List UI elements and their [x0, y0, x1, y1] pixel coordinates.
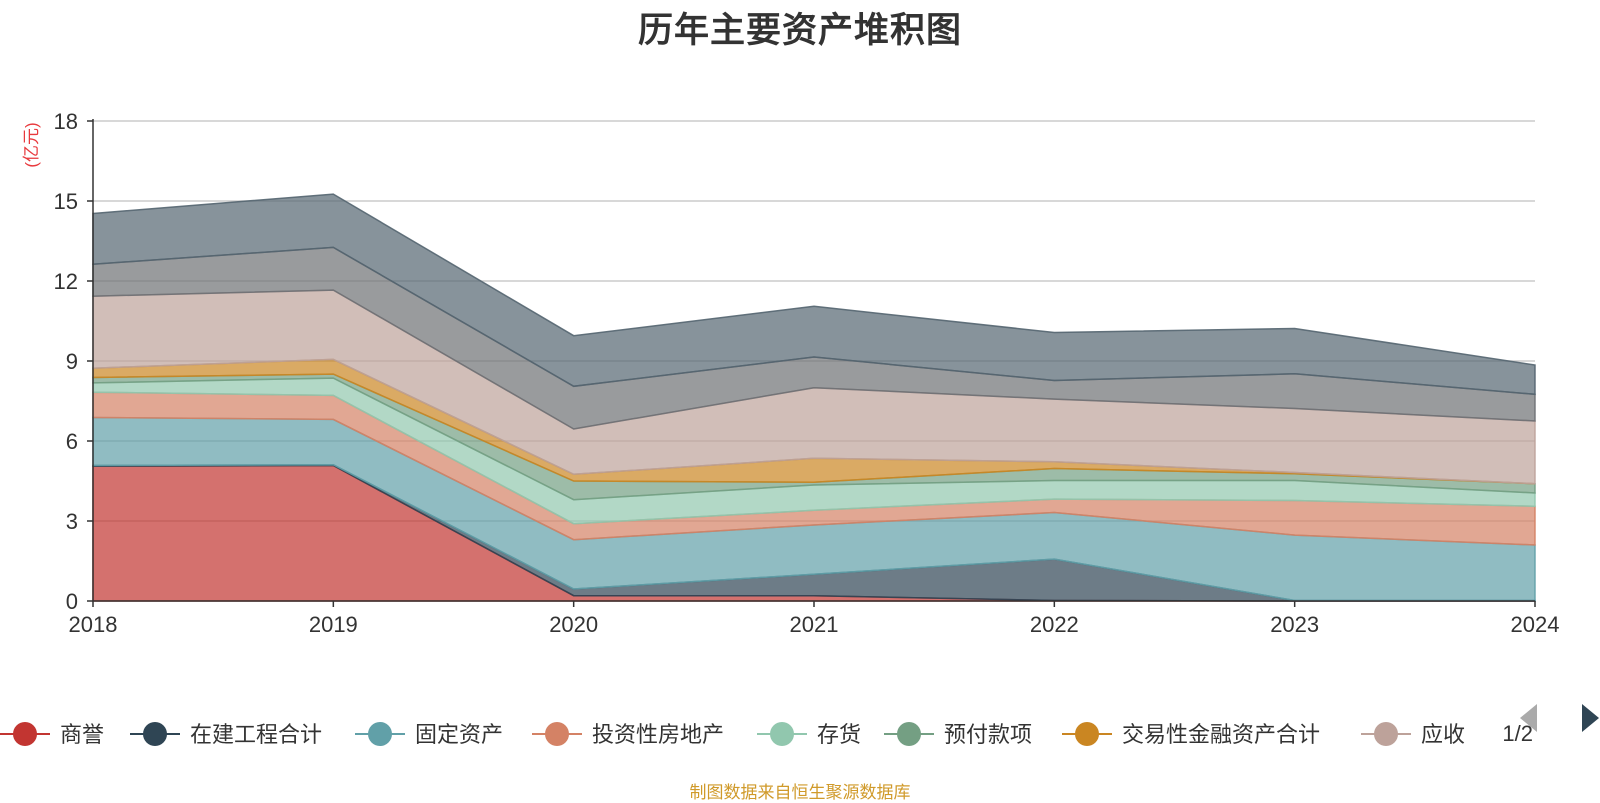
x-tick-label: 2023: [1270, 612, 1319, 637]
x-tick-label: 2020: [549, 612, 598, 637]
legend-item[interactable]: 交易性金融资产合计: [1062, 722, 1320, 747]
legend-item[interactable]: 固定资产: [355, 722, 503, 747]
legend-label: 固定资产: [415, 722, 503, 747]
area-series-9: [92, 193, 1536, 396]
legend-marker-icon: [1075, 722, 1099, 746]
legend-item[interactable]: 预付款项: [884, 722, 1032, 747]
y-tick-label: 15: [54, 189, 78, 214]
x-tick-label: 2024: [1511, 612, 1560, 637]
x-tick-label: 2019: [309, 612, 358, 637]
legend-label: 在建工程合计: [190, 722, 322, 747]
y-tick-label: 12: [54, 269, 78, 294]
legend-label: 应收: [1421, 722, 1465, 747]
legend-item[interactable]: 在建工程合计: [130, 722, 322, 747]
y-tick-label: 9: [66, 349, 78, 374]
y-tick-label: 18: [54, 109, 78, 134]
legend-prev-page-icon[interactable]: [1520, 704, 1537, 732]
legend-items: 商誉 在建工程合计 固定资产 投资性房地产 存货 预付款项 交易性金融资产合计 应收: [0, 722, 1465, 747]
legend-marker-icon: [1374, 722, 1398, 746]
legend[interactable]: 商誉 在建工程合计 固定资产 投资性房地产 存货 预付款项 交易性金融资产合计 应收: [0, 722, 1465, 747]
legend-pager: 1/2: [1502, 704, 1599, 746]
axes: 0 3 6 9 12 15 18 2018 2019 2020 2021 2022 2023 2024: [54, 109, 1560, 637]
legend-item[interactable]: 应收: [1361, 722, 1465, 747]
legend-item[interactable]: 商誉: [0, 722, 104, 747]
source-note: 制图数据来自恒生聚源数据库: [689, 783, 911, 802]
legend-item[interactable]: 存货: [757, 722, 861, 747]
legend-label: 存货: [817, 722, 861, 747]
legend-marker-icon: [770, 722, 794, 746]
legend-marker-icon: [545, 722, 569, 746]
legend-marker-icon: [143, 722, 167, 746]
legend-label: 投资性房地产: [592, 722, 724, 747]
x-tick-label: 2021: [790, 612, 839, 637]
legend-label: 商誉: [60, 722, 104, 747]
y-tick-label: 0: [66, 589, 78, 614]
chart-title: 历年主要资产堆积图: [637, 11, 962, 50]
legend-page-indicator: 1/2: [1502, 721, 1533, 746]
area-series-group: [92, 193, 1536, 602]
legend-item[interactable]: 投资性房地产: [532, 722, 724, 747]
legend-label: 预付款项: [944, 722, 1032, 747]
legend-marker-icon: [13, 722, 37, 746]
legend-label: 交易性金融资产合计: [1122, 722, 1320, 747]
y-tick-label: 3: [66, 509, 78, 534]
legend-marker-icon: [897, 722, 921, 746]
y-tick-label: 6: [66, 429, 78, 454]
y-axis-unit-label: (亿元): [22, 122, 41, 167]
x-tick-label: 2018: [69, 612, 118, 637]
legend-next-page-icon[interactable]: [1582, 704, 1599, 732]
legend-marker-icon: [368, 722, 392, 746]
x-tick-label: 2022: [1030, 612, 1079, 637]
